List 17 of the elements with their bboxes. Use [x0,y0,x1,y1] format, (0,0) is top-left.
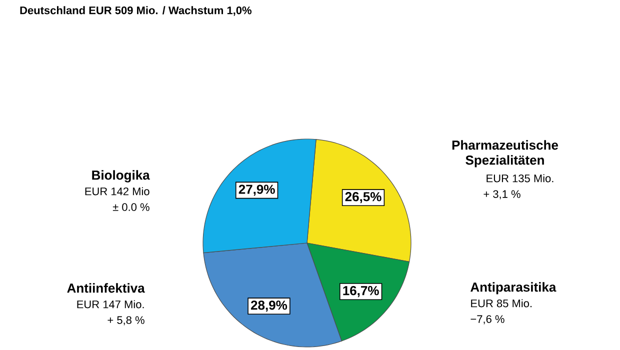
slice-label: Pharmazeutische Spezialitäten [452,140,558,168]
text: ± 0.0 % [112,203,150,211]
slice-label: Antiparasitika [470,282,556,294]
chart-title: Deutschland EUR 509 Mio. / Wachstum 1,0% [20,6,252,16]
text: + 3,1 % [484,190,520,200]
data-label: 27,9% [238,184,275,196]
data-label: 26,5% [345,192,382,204]
text: −7,6 % [470,315,504,324]
data-label: 16,7% [343,286,379,298]
text: EUR 147 Mio. [77,300,144,308]
data-label: 28,9% [250,300,288,312]
text: + 5,8 % [108,316,144,326]
slice-label: Antiinfektiva [67,283,145,293]
slice-label: Biologika [92,170,150,182]
text: EUR 135 Mio. [486,174,554,182]
text: EUR 142 Mio [85,187,150,196]
text: EUR 85 Mio. [471,299,532,308]
